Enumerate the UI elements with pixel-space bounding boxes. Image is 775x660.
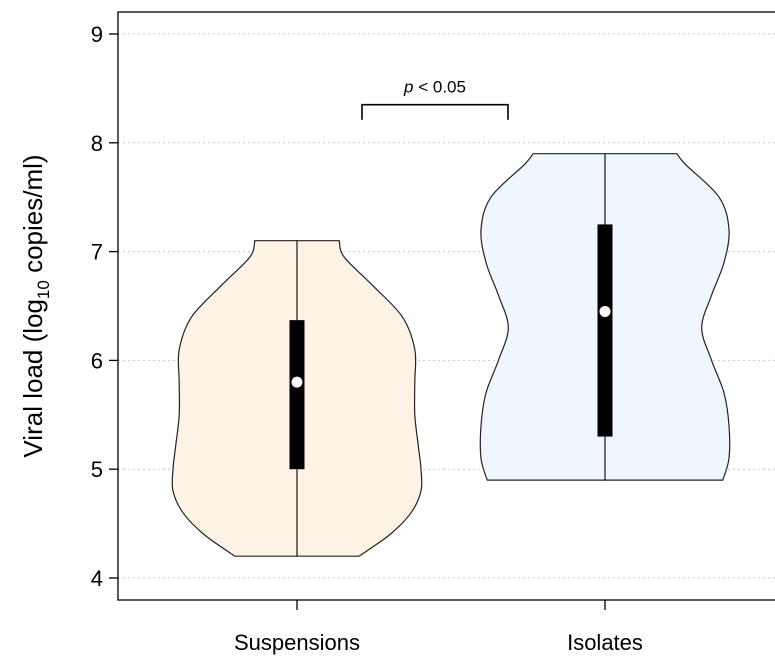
y-axis-ticks: 4 5 6 7 8 9	[91, 22, 118, 591]
significance-label-value: < 0.05	[414, 78, 466, 97]
significance-label: p < 0.05	[403, 78, 466, 97]
y-tick-label: 9	[91, 22, 103, 47]
violins	[171, 153, 731, 557]
iqr-box-suspensions	[289, 320, 305, 470]
median-dot-isolates	[599, 305, 611, 317]
y-axis-label-main: Viral load (log	[18, 299, 48, 458]
x-tick-label: Isolates	[567, 630, 643, 655]
box-elements	[289, 153, 613, 557]
plot-frame	[117, 11, 775, 601]
y-tick-label: 4	[91, 566, 103, 591]
y-tick-label: 7	[91, 240, 103, 265]
median-dot-suspensions	[291, 376, 303, 388]
x-tick-label: Suspensions	[234, 630, 360, 655]
significance-label-p: p	[403, 78, 413, 97]
y-axis-label-subscript: 10	[34, 280, 53, 299]
iqr-box-isolates	[597, 224, 613, 437]
y-axis-label-tail: copies/ml)	[18, 154, 48, 280]
y-tick-label: 6	[91, 348, 103, 373]
y-tick-label: 5	[91, 457, 103, 482]
x-axis-ticks: Suspensions Isolates	[234, 600, 643, 655]
y-axis-label: Viral load (log10 copies/ml)	[18, 154, 53, 457]
significance-annotation: p < 0.05	[361, 78, 509, 120]
significance-bracket	[361, 103, 509, 120]
y-tick-label: 8	[91, 131, 103, 156]
